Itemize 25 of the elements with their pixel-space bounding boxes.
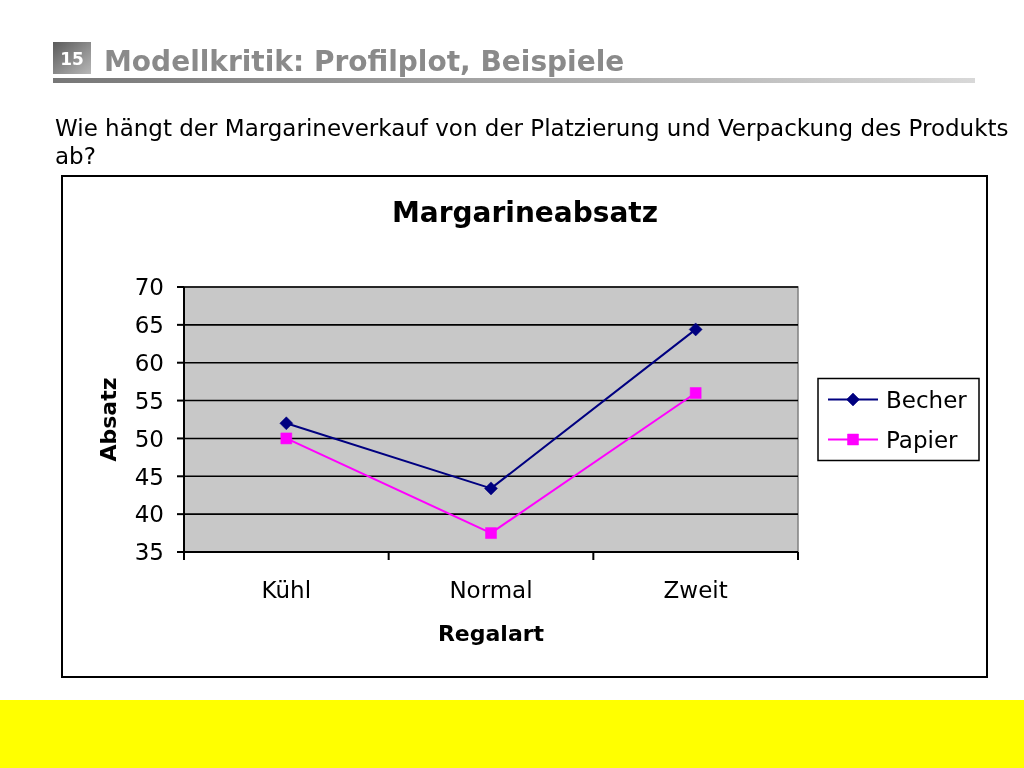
y-tick-label: 55 xyxy=(134,387,164,414)
y-tick-label: 35 xyxy=(134,539,164,566)
y-axis-title: Absatz xyxy=(96,377,121,462)
y-tick-label: 65 xyxy=(134,312,164,339)
legend-label: Papier xyxy=(886,426,959,453)
point xyxy=(280,432,293,445)
y-tick-label: 40 xyxy=(134,501,164,528)
point xyxy=(279,416,294,431)
x-tick-label: Kühl xyxy=(261,577,312,603)
y-tick-label: 50 xyxy=(134,425,164,452)
x-tick-label: Normal xyxy=(449,577,533,603)
legend-label: Becher xyxy=(886,386,968,413)
point xyxy=(485,527,497,539)
y-tick-label: 70 xyxy=(134,274,164,301)
x-tick-label: Zweit xyxy=(663,577,728,603)
x-axis-title: Regalart xyxy=(437,621,545,646)
y-tick-label: 45 xyxy=(134,463,164,490)
y-tick-label: 60 xyxy=(134,349,164,376)
point xyxy=(689,387,702,399)
chart-title: Margarineabsatz xyxy=(391,196,659,229)
chart-subtitle: Wie hängt der Margarineverkauf von der Platzierung und Verpackung des Produkts ab? xyxy=(55,114,1010,170)
point xyxy=(688,322,703,337)
text: 15 xyxy=(60,49,84,69)
text: Modellkritik: Profilplot, Beispiele xyxy=(104,45,625,78)
point xyxy=(484,481,498,496)
